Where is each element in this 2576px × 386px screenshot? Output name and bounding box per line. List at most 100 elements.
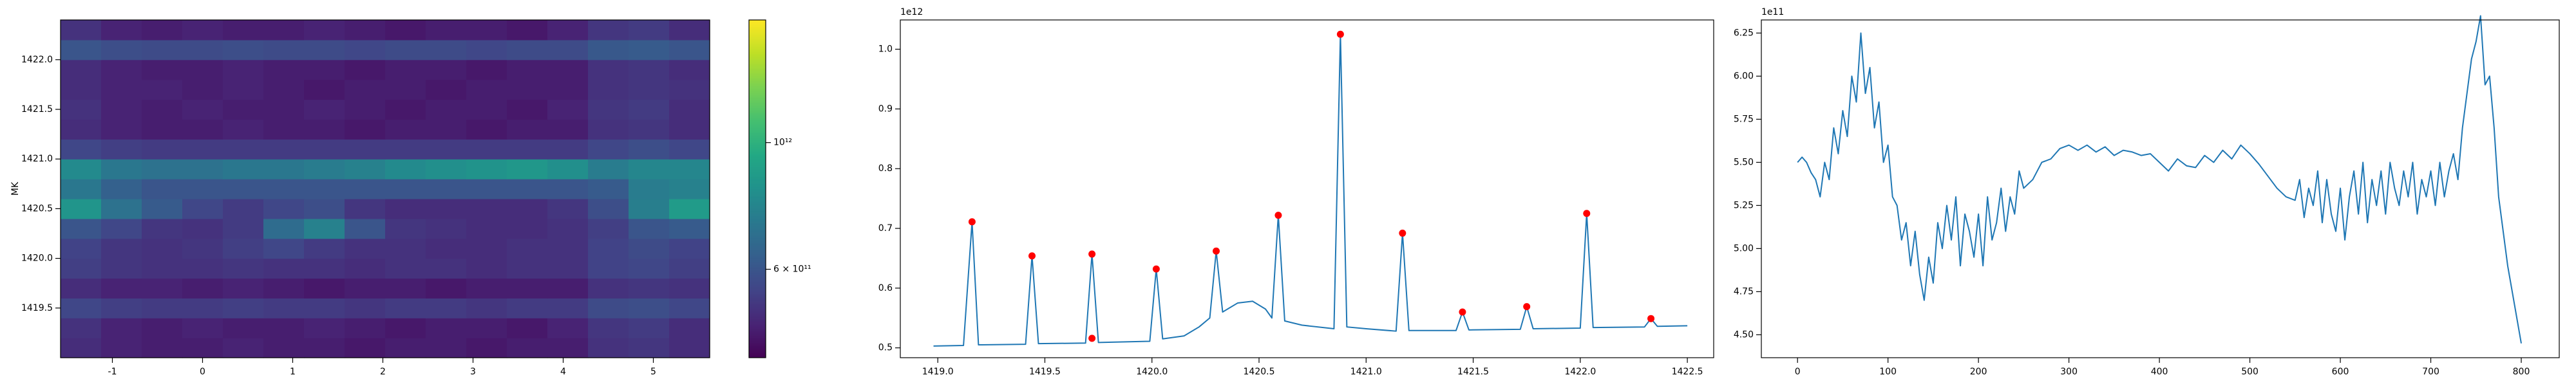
- y-tick-label: 0.7: [878, 223, 893, 234]
- heatmap-cell: [345, 99, 386, 120]
- heatmap-cell: [142, 159, 183, 179]
- colorbar-gradient: [749, 190, 766, 193]
- heatmap-cell: [101, 278, 142, 299]
- heatmap-cell: [629, 318, 670, 338]
- heatmap-cell: [345, 298, 386, 318]
- colorbar-gradient: [749, 310, 766, 313]
- heatmap-cell: [426, 258, 467, 279]
- x-tick-label: 0: [200, 367, 205, 377]
- heatmap-cell: [385, 20, 426, 41]
- colorbar-gradient: [749, 57, 766, 59]
- heatmap-cell: [669, 79, 710, 100]
- heatmap-cell: [263, 119, 305, 140]
- colorbar-gradient: [749, 297, 766, 299]
- colorbar-gradient: [749, 312, 766, 315]
- colorbar-gradient: [749, 241, 766, 243]
- y-axis-label: MK: [10, 181, 21, 196]
- colorbar-gradient: [749, 264, 766, 267]
- x-tick-label: 3: [470, 367, 476, 377]
- y-tick-label: 5.50: [1734, 157, 1754, 167]
- heatmap-cell: [629, 59, 670, 80]
- heatmap-cell: [385, 258, 426, 279]
- heatmap-cell: [142, 258, 183, 279]
- heatmap-cell: [223, 79, 264, 100]
- y-tick-label: 1421.0: [21, 154, 53, 164]
- colorbar-gradient: [749, 356, 766, 358]
- heatmap-cell: [223, 338, 264, 358]
- heatmap-cell: [466, 278, 507, 299]
- colorbar-gradient: [749, 183, 766, 186]
- colorbar-gradient: [749, 20, 766, 23]
- colorbar-gradient: [749, 234, 766, 237]
- colorbar-gradient: [749, 161, 766, 164]
- heatmap-cell: [629, 119, 670, 140]
- colorbar-gradient: [749, 89, 766, 91]
- heatmap-cell: [182, 179, 223, 199]
- heatmap-cell: [263, 99, 305, 120]
- heatmap-cell: [223, 298, 264, 318]
- heatmap-cell: [507, 258, 548, 279]
- colorbar-gradient: [749, 136, 766, 139]
- colorbar-gradient: [749, 268, 766, 270]
- colorbar-gradient: [749, 313, 766, 316]
- heatmap-cell: [547, 218, 589, 239]
- heatmap-cell: [669, 39, 710, 60]
- x-tick-label: 4: [560, 367, 566, 377]
- colorbar-gradient: [749, 339, 766, 342]
- heatmap-cell: [263, 338, 305, 358]
- colorbar-gradient: [749, 60, 766, 63]
- colorbar-gradient: [749, 324, 766, 326]
- heatmap-cell: [304, 278, 345, 299]
- heatmap-cell: [101, 318, 142, 338]
- colorbar-gradient: [749, 273, 766, 275]
- colorbar-gradient: [749, 148, 766, 151]
- colorbar-gradient: [749, 177, 766, 179]
- heatmap-cell: [669, 238, 710, 259]
- colorbar-gradient: [749, 305, 766, 308]
- heatmap-cell: [182, 119, 223, 140]
- heatmap-cell: [223, 39, 264, 60]
- heatmap-cell: [142, 99, 183, 120]
- colorbar-gradient: [749, 353, 766, 355]
- colorbar-gradient: [749, 74, 766, 77]
- colorbar-gradient: [749, 254, 766, 257]
- colorbar-gradient: [749, 180, 766, 183]
- heatmap-cell: [547, 258, 589, 279]
- y-tick-label: 1420.5: [21, 203, 53, 214]
- colorbar-gradient: [749, 21, 766, 24]
- peak-marker: [1583, 210, 1591, 217]
- colorbar-gradient: [749, 173, 766, 176]
- heatmap-cell: [466, 298, 507, 318]
- colorbar-gradient: [749, 315, 766, 318]
- heatmap-cell: [466, 318, 507, 338]
- heatmap-cell: [101, 79, 142, 100]
- heatmap-cell: [61, 59, 102, 80]
- heatmap-cell: [669, 179, 710, 199]
- y-tick-label: 4.75: [1734, 286, 1754, 297]
- colorbar-gradient: [749, 111, 766, 113]
- heatmap-cell: [385, 99, 426, 120]
- heatmap-cell: [182, 159, 223, 179]
- heatmap-cell: [426, 198, 467, 219]
- colorbar-gradient: [749, 280, 766, 282]
- heatmap-cell: [223, 198, 264, 219]
- colorbar-tick-label: 10¹²: [773, 138, 792, 148]
- heatmap-cell: [426, 20, 467, 41]
- colorbar-gradient: [749, 23, 766, 26]
- colorbar-gradient: [749, 221, 766, 223]
- peak-marker: [1459, 308, 1466, 316]
- heatmap-cell: [61, 139, 102, 160]
- colorbar-gradient: [749, 194, 766, 196]
- colorbar-gradient: [749, 30, 766, 32]
- x-tick-label: 100: [1879, 367, 1897, 377]
- colorbar-gradient: [749, 140, 766, 142]
- heatmap-cell: [223, 139, 264, 160]
- colorbar-gradient: [749, 263, 766, 266]
- heatmap-cell: [466, 338, 507, 358]
- colorbar-gradient: [749, 92, 766, 95]
- colorbar-gradient: [749, 207, 766, 210]
- colorbar-gradient: [749, 40, 766, 42]
- heatmap-cell: [588, 318, 629, 338]
- heatmap-cell: [669, 278, 710, 299]
- colorbar-gradient: [749, 340, 766, 343]
